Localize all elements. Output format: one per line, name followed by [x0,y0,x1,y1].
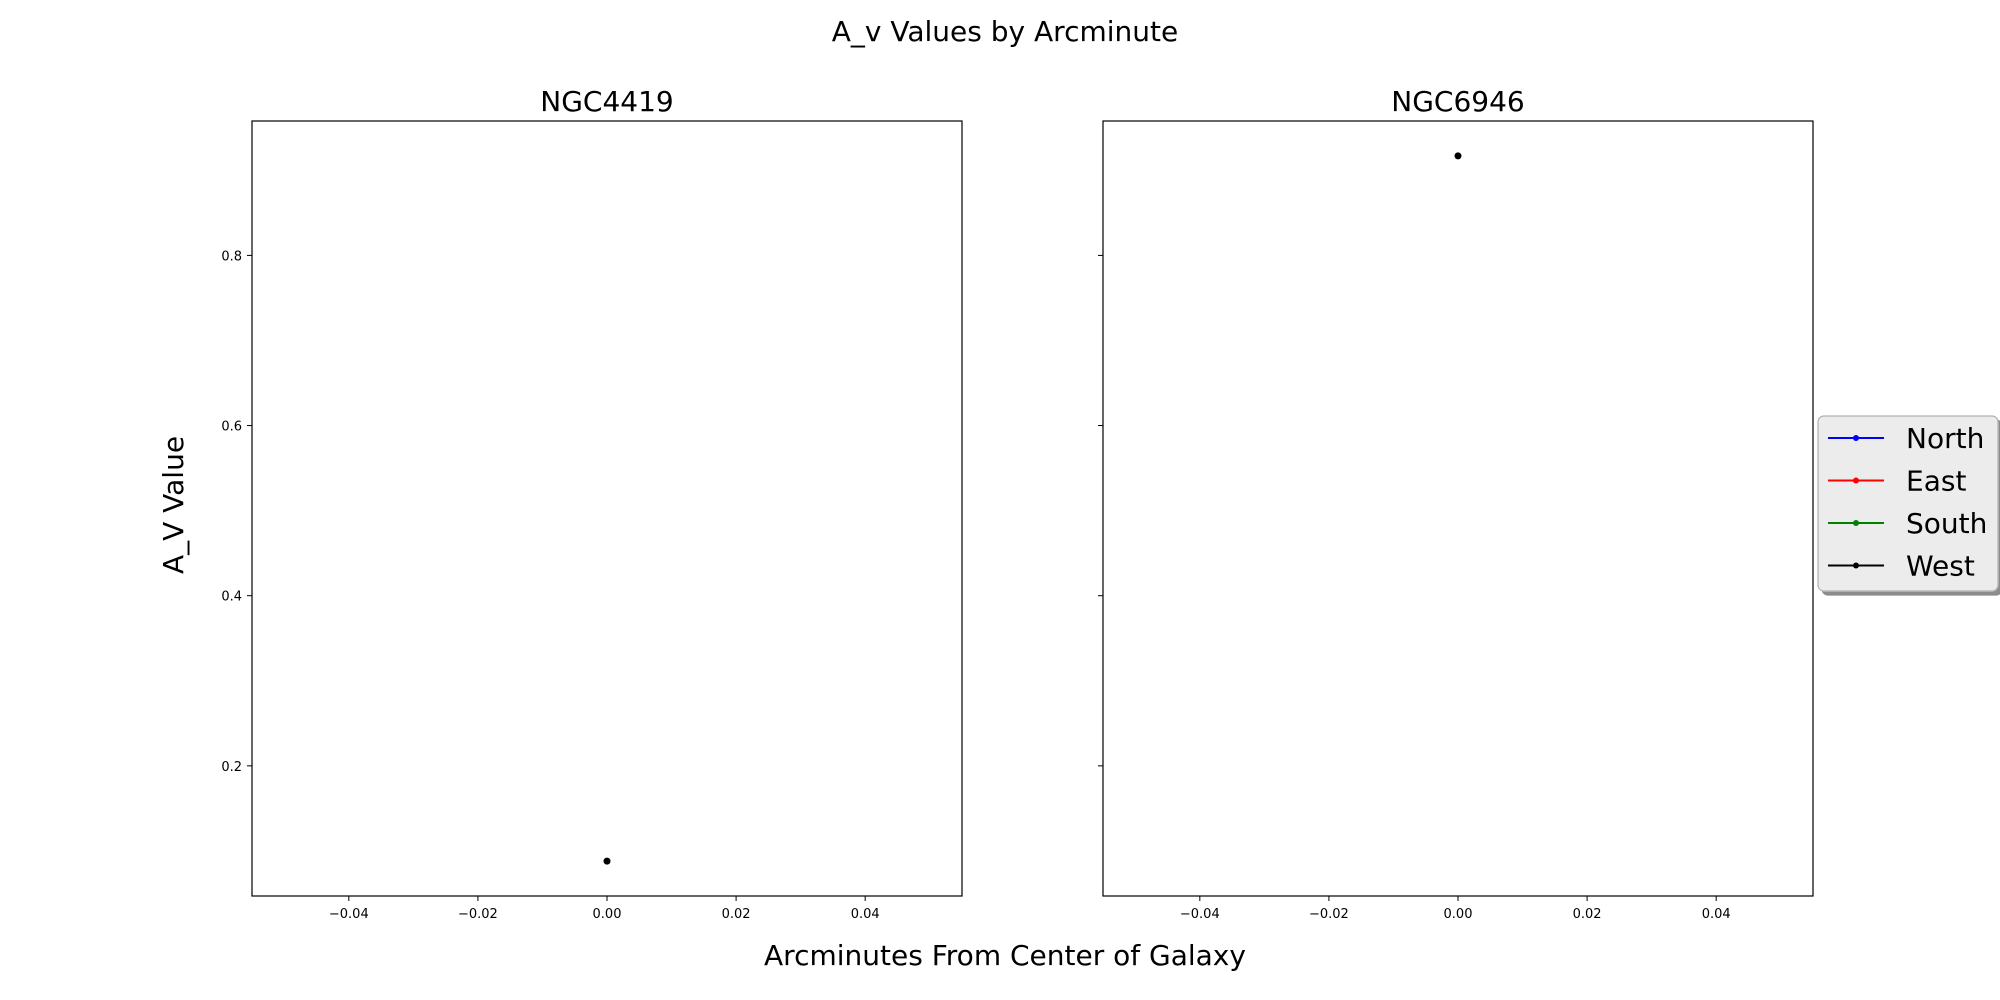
legend-marker [1853,435,1859,441]
data-point-west [1454,152,1462,160]
y-axis-label: A_V Value [157,436,190,574]
panel-0: NGC4419 −0.04 −0.02 0.00 0.02 0.04 0.2 0.4 0.6 0.… [221,85,963,922]
chart-title: A_v Values by Arcminute [832,15,1178,48]
x-axis-label: Arcminutes From Center of Galaxy [764,939,1246,972]
y-tick-label: 0.2 [221,760,242,775]
legend-item-east: East [1828,465,1966,498]
legend-box [1817,415,1999,592]
axes-frame [1102,120,1814,897]
legend: North East South West [1817,415,1999,592]
x-tick-label: 0.00 [593,907,622,922]
data-point-west [603,857,611,865]
x-tick-label: −0.02 [1309,907,1349,922]
legend-marker [1853,520,1859,526]
panel-1: NGC6946 −0.04 −0.02 0.00 0.02 0.04 [1098,85,1814,922]
x-tick-label: 0.04 [1702,907,1731,922]
y-tick-label: 0.6 [221,420,242,435]
legend-item-north: North [1828,422,1984,455]
legend-item-south: South [1828,507,1987,540]
x-tick-label: 0.02 [1573,907,1602,922]
panels: NGC4419 −0.04 −0.02 0.00 0.02 0.04 0.2 0.4 0.6 0.… [221,85,1814,922]
x-tick-label: −0.02 [458,907,498,922]
legend-item-west: West [1828,550,1975,583]
panel-title: NGC6946 [1391,85,1524,118]
y-tick-label: 0.8 [221,249,242,264]
x-tick-label: −0.04 [329,907,369,922]
x-tick-label: 0.02 [722,907,751,922]
legend-label: East [1906,465,1966,498]
axes-frame [251,120,963,897]
legend-label: South [1906,507,1987,540]
panel-title: NGC4419 [540,85,673,118]
legend-marker [1853,562,1859,569]
legend-marker [1853,477,1859,484]
legend-label: North [1906,422,1984,455]
x-tick-label: −0.04 [1180,907,1220,922]
legend-label: West [1906,550,1975,583]
x-tick-label: 0.04 [851,907,880,922]
x-tick-label: 0.00 [1444,907,1473,922]
y-tick-label: 0.4 [221,590,242,605]
